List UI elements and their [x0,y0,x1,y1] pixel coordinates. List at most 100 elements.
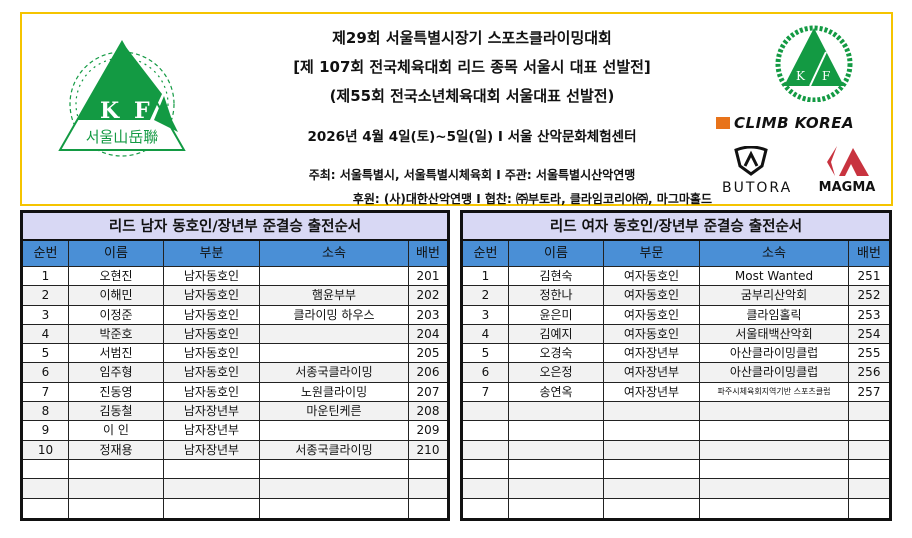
cell-division: 여자동호인 [604,305,700,324]
column-header-order: 순번 [463,241,509,266]
table-row: 5 서범진 남자동호인 205 [23,344,447,364]
cell-order: 7 [23,382,69,402]
cell-order [23,498,69,518]
men-table-title: 리드 남자 동호인/장년부 준결승 출전순서 [23,213,447,241]
seoul-alpine-federation-logo: K F 서울山岳聯 [58,39,186,157]
cell-order [23,479,69,498]
cell-order: 10 [23,440,69,459]
table-row: 1 김현숙 여자동호인 Most Wanted 251 [463,267,889,287]
title-line-3: (제55회 전국소년체육대회 서울대표 선발전) [329,87,615,105]
cell-order [463,440,509,459]
cell-affiliation [700,498,849,518]
cell-affiliation [260,421,409,440]
cell-affiliation [700,479,849,498]
svg-text:서울山岳聯: 서울山岳聯 [86,128,159,146]
cell-bib: 207 [416,384,440,399]
cell-division: 남자동호인 [164,305,260,324]
cell-division: 남자동호인 [164,324,260,344]
title-line-2: [제 107회 전국체육대회 리드 종목 서울시 대표 선발전] [293,58,651,76]
cell-order [463,479,509,498]
cell-division [604,479,700,498]
cell-affiliation: 굼부리산악회 [700,286,849,305]
cell-name: 오경숙 [509,344,604,363]
cell-bib [849,499,889,518]
cell-bib [849,441,889,459]
date-venue: 2026년 4월 4일(토)~5일(일) I 서울 산악문화체험센터 [307,129,637,145]
table-row: 1 오현진 남자동호인 201 [23,267,447,287]
cell-division: 여자장년부 [604,363,700,382]
cell-division: 여자동호인 [604,324,700,344]
cell-order [463,402,509,421]
cell-affiliation: 햄윤부부 [260,286,409,305]
cell-order: 1 [23,267,69,286]
cell-order [463,421,509,440]
cell-order: 5 [463,344,509,363]
cell-affiliation: 파주시체육회지역기반 스포츠클럽 [700,382,849,402]
table-row [463,479,889,499]
cell-order: 4 [463,324,509,344]
butora-shield-icon [734,145,768,176]
table-row: 8 김동철 남자장년부 마운틴케른 208 [23,402,447,422]
cell-order [23,459,69,479]
magma-logo: MAGMA [812,146,882,195]
svg-text:F: F [822,69,830,83]
cell-bib [849,421,889,439]
table-row [463,421,889,441]
cell-name: 송연옥 [509,382,604,402]
table-row: 6 임주형 남자동호인 서종국클라이밍 206 [23,363,447,383]
cell-affiliation: 서울태백산악회 [700,324,849,344]
cell-bib: 251 [857,269,881,283]
cell-name: 서범진 [69,344,164,363]
cell-division [164,498,260,518]
cell-name: 오은정 [509,363,604,382]
butora-logo: BUTORA [722,145,790,196]
cell-order: 2 [23,286,69,305]
cell-name [509,459,604,479]
column-header-bib: 배번 [416,246,440,261]
column-header-name: 이름 [69,241,164,266]
cell-order: 8 [23,402,69,421]
cell-name: 이 인 [69,421,164,440]
cell-name: 박준호 [69,324,164,344]
magma-flame-icon [827,146,869,176]
cell-order: 2 [463,286,509,305]
svg-text:K: K [796,69,806,83]
column-header-affiliation: 소속 [260,241,409,266]
cell-bib: 257 [857,384,881,399]
table-row: 7 진동영 남자동호인 노원클라이밍 207 [23,382,447,403]
cell-order: 4 [23,324,69,344]
cell-bib: 204 [416,326,440,341]
cell-order: 3 [23,305,69,324]
cell-affiliation [260,479,409,498]
cell-affiliation [700,421,849,440]
cell-division: 남자동호인 [164,382,260,402]
climb-korea-mark-icon [716,117,730,129]
cell-affiliation: 노원클라이밍 [260,382,409,402]
cell-division [164,459,260,479]
cell-bib [409,479,447,497]
cell-bib: 205 [416,346,440,361]
cell-name: 정재용 [69,440,164,459]
cell-affiliation [260,344,409,363]
cell-name: 진동영 [69,382,164,402]
column-header-affiliation: 소속 [700,241,849,266]
table-row: 7 송연옥 여자장년부 파주시체육회지역기반 스포츠클럽 257 [463,382,889,403]
korea-alpine-federation-logo: K F [775,25,853,102]
cell-bib: 210 [416,442,440,457]
cell-bib: 253 [857,307,881,322]
cell-name [509,479,604,498]
cell-bib: 206 [416,365,440,380]
cell-division: 남자동호인 [164,286,260,305]
cell-affiliation [260,498,409,518]
cell-bib: 252 [857,288,881,303]
cell-name: 오현진 [69,267,164,286]
cell-division: 남자장년부 [164,440,260,459]
cell-affiliation [700,402,849,421]
table-row [23,459,447,480]
cell-order: 5 [23,344,69,363]
cell-division: 남자장년부 [164,402,260,421]
cell-bib: 203 [416,307,440,322]
table-row: 4 박준호 남자동호인 204 [23,324,447,345]
cell-affiliation: 서종국클라이밍 [260,440,409,459]
table-row: 6 오은정 여자장년부 아산클라이밍클럽 256 [463,363,889,383]
